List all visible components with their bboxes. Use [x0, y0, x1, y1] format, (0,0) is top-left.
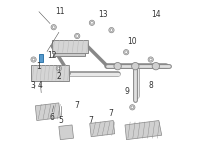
- Circle shape: [130, 105, 135, 110]
- Text: 14: 14: [151, 10, 161, 19]
- Text: 2: 2: [56, 72, 61, 81]
- Text: 7: 7: [109, 109, 113, 118]
- Circle shape: [58, 67, 60, 70]
- Text: 7: 7: [75, 101, 80, 110]
- Polygon shape: [59, 125, 74, 140]
- Text: 11: 11: [56, 7, 65, 16]
- Circle shape: [125, 51, 127, 54]
- Circle shape: [52, 26, 55, 29]
- Text: 12: 12: [47, 51, 56, 60]
- Circle shape: [149, 58, 152, 61]
- Text: 4: 4: [38, 81, 43, 90]
- Circle shape: [31, 57, 36, 62]
- Text: 6: 6: [50, 113, 55, 122]
- Circle shape: [89, 20, 95, 25]
- Polygon shape: [125, 121, 162, 140]
- Polygon shape: [90, 121, 115, 137]
- Circle shape: [124, 50, 129, 55]
- Circle shape: [114, 62, 121, 70]
- Polygon shape: [31, 65, 69, 81]
- Circle shape: [76, 35, 79, 37]
- Circle shape: [152, 62, 160, 70]
- Text: 8: 8: [148, 81, 153, 90]
- Circle shape: [131, 106, 134, 109]
- Polygon shape: [35, 103, 60, 121]
- Circle shape: [75, 33, 80, 39]
- Text: 1: 1: [37, 62, 41, 71]
- Circle shape: [51, 25, 56, 30]
- Text: 3: 3: [31, 81, 36, 90]
- Circle shape: [109, 27, 114, 33]
- Text: 13: 13: [98, 10, 108, 19]
- Text: 10: 10: [128, 37, 137, 46]
- Polygon shape: [52, 40, 88, 53]
- Circle shape: [132, 62, 139, 70]
- Polygon shape: [31, 66, 68, 78]
- Circle shape: [110, 29, 113, 31]
- Circle shape: [32, 58, 35, 61]
- Circle shape: [56, 66, 61, 71]
- Circle shape: [91, 21, 93, 24]
- Text: 5: 5: [59, 116, 63, 125]
- Polygon shape: [39, 54, 43, 62]
- Circle shape: [148, 57, 153, 62]
- Text: 7: 7: [89, 116, 94, 125]
- Text: 9: 9: [124, 87, 129, 96]
- Polygon shape: [53, 41, 85, 56]
